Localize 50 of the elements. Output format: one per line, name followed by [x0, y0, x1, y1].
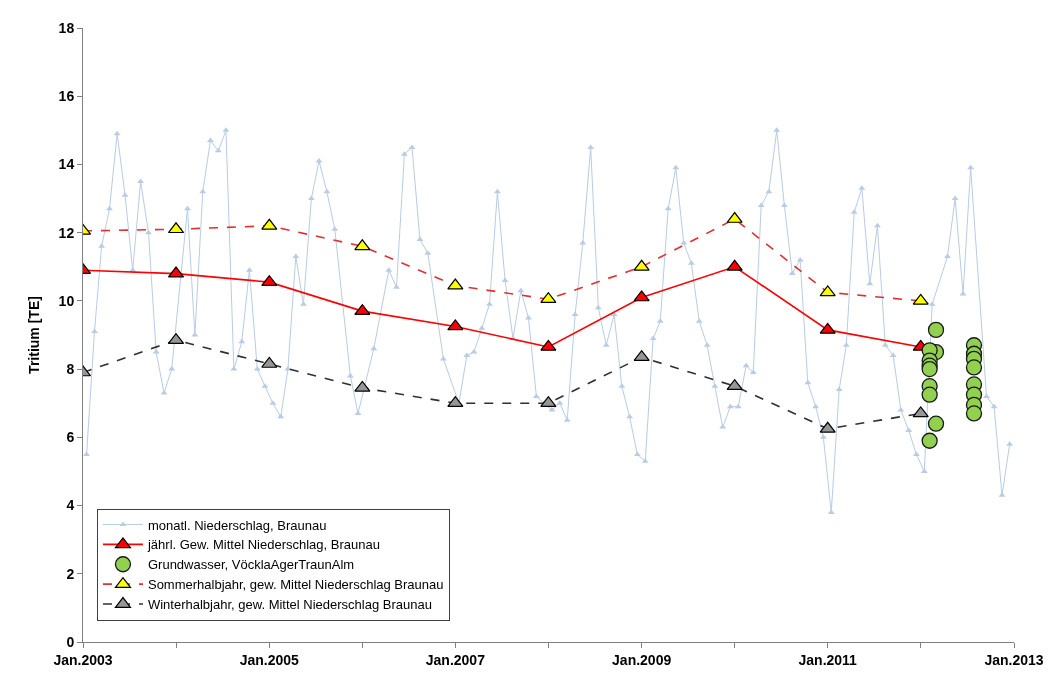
point	[726, 211, 743, 223]
point	[447, 278, 464, 290]
y-tick-label: 8	[66, 361, 75, 378]
point	[912, 293, 929, 305]
point	[633, 350, 650, 362]
point	[633, 259, 650, 271]
point	[726, 379, 743, 391]
y-tick-label: 18	[58, 19, 75, 36]
y-axis-title: Tritium [TE]	[26, 296, 43, 374]
legend-label: Sommerhalbjahr, gew. Mittel Niederschlag Braunau	[147, 577, 444, 593]
y-tick-label: 4	[66, 497, 75, 514]
point	[927, 321, 945, 339]
point	[447, 319, 464, 331]
point	[261, 218, 278, 230]
point	[447, 396, 464, 408]
x-tick-label: Jan.2011	[798, 651, 858, 668]
x-tick-label: Jan.2003	[53, 651, 113, 668]
y-tick-label: 12	[58, 224, 75, 241]
point	[726, 259, 743, 271]
y-tick-label: 16	[58, 88, 75, 105]
point	[965, 359, 983, 376]
x-tick-label: Jan.2009	[612, 651, 672, 668]
point	[819, 322, 836, 334]
x-tick-label: Jan.2013	[984, 651, 1044, 668]
y-tick-label: 6	[66, 429, 75, 446]
point	[354, 239, 371, 251]
y-tick-label: 0	[66, 633, 75, 650]
x-tick-label: Jan.2005	[239, 651, 300, 668]
y-tick-label: 10	[58, 292, 75, 309]
point	[819, 285, 836, 297]
legend-label: Grundwasser, VöcklaAgerTraunAlm	[147, 557, 355, 573]
point	[819, 421, 836, 433]
point	[633, 290, 650, 302]
point	[921, 386, 938, 403]
point	[921, 360, 938, 378]
x-tick-label: Jan.2007	[425, 651, 486, 668]
point	[354, 380, 371, 392]
point	[261, 356, 278, 368]
y-tick-label: 14	[58, 156, 75, 173]
point	[540, 339, 557, 351]
point	[540, 292, 557, 304]
point	[965, 405, 983, 422]
legend-label: jährl. Gew. Mittel Niederschlag, Braunau	[146, 537, 380, 553]
legend-label: Winterhalbjahr, gew. Mittel Niederschlag Braunau	[147, 597, 432, 613]
point	[921, 432, 938, 449]
point	[927, 415, 945, 432]
point	[540, 396, 557, 408]
point	[912, 406, 929, 418]
y-tick-label: 2	[66, 565, 75, 582]
legend-label: monatl. Niederschlag, Braunau	[147, 517, 327, 533]
